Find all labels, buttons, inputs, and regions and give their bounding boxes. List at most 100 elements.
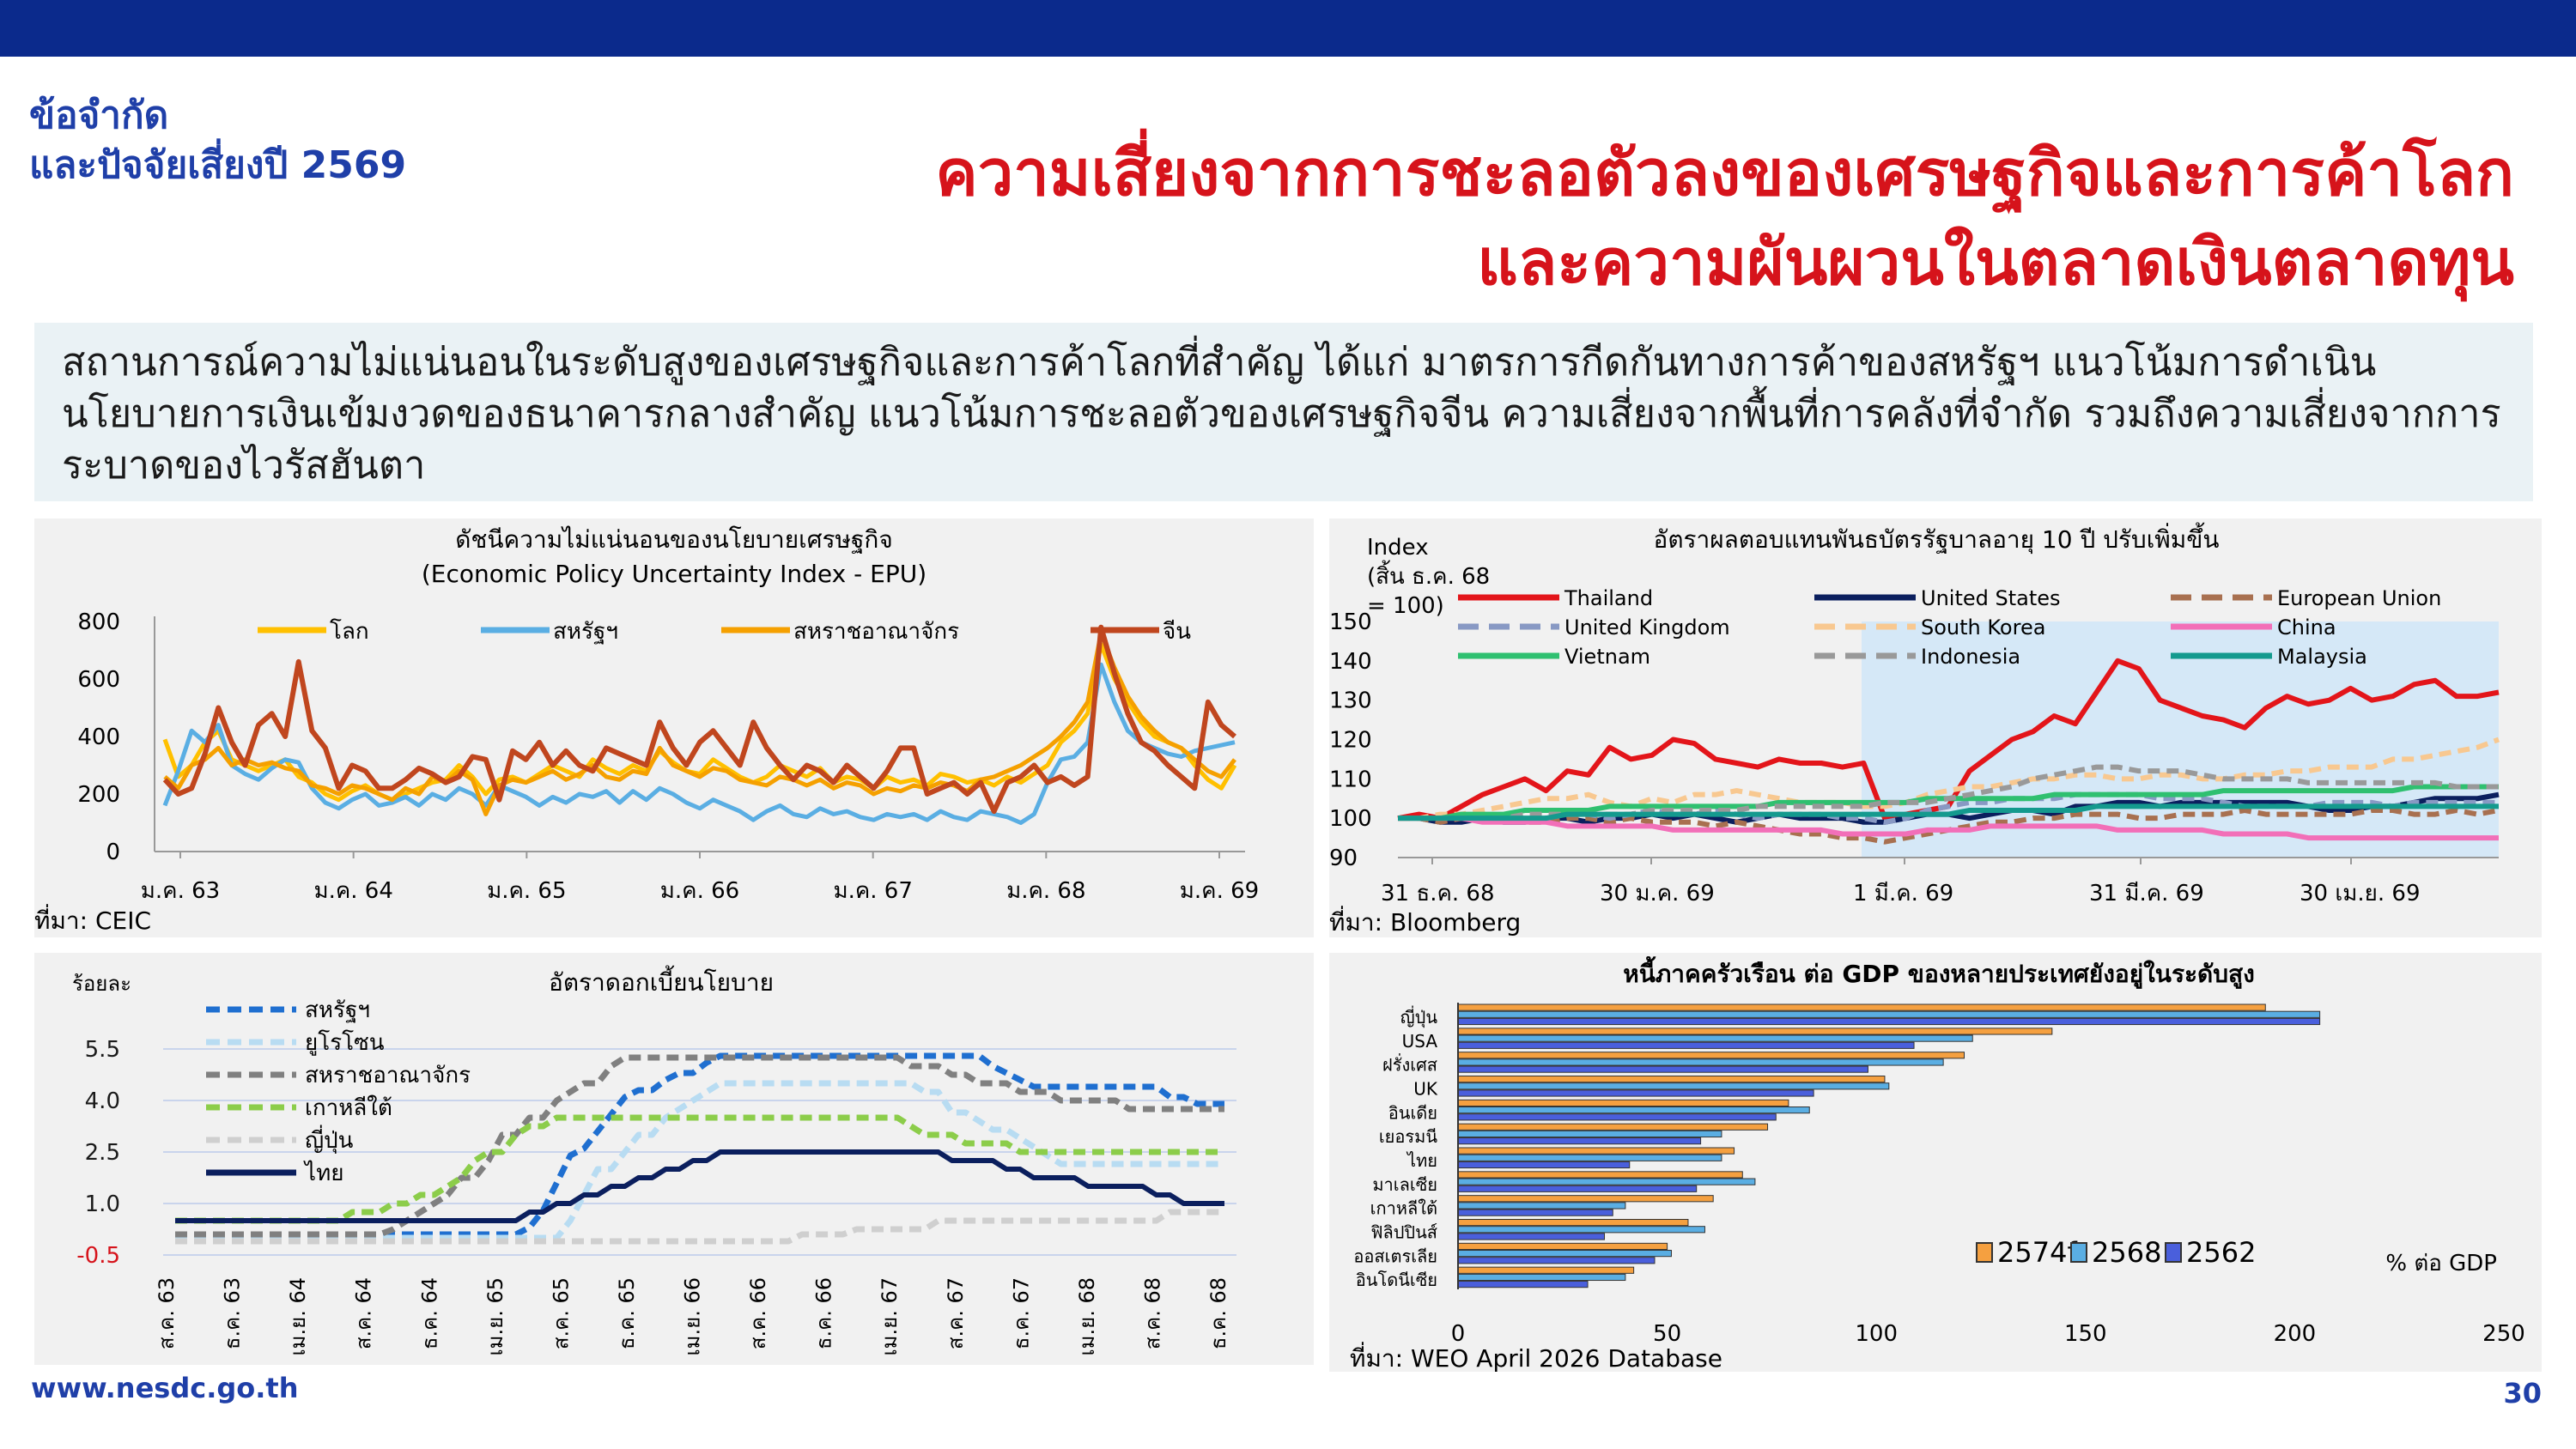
y-tick-label: 130 [1329, 688, 1372, 714]
legend-swatch [2165, 1242, 2182, 1263]
bar-2574f [1457, 1003, 2266, 1011]
bar-2574f [1457, 1028, 2053, 1035]
y-tick-label: 2.5 [85, 1140, 120, 1166]
legend-label: จีน [1163, 619, 1191, 645]
bar-2562 [1457, 1185, 1698, 1192]
bar-2562 [1457, 1161, 1631, 1169]
x-tick-label: ม.ค. 65 [487, 878, 566, 904]
bond-series-line-7 [1398, 764, 2499, 822]
x-tick-label: 200 [2274, 1321, 2317, 1347]
chart-source: ที่มา: Bloomberg [1329, 906, 1521, 937]
policy-series-line-2 [175, 1054, 1224, 1238]
legend-label: ไทย [303, 1160, 343, 1186]
legend-label: South Korea [1921, 615, 2045, 640]
bar-2568 [1457, 1010, 2321, 1018]
category-label: อินโดนีเซีย [1356, 1270, 1437, 1290]
y-tick-label: 600 [77, 667, 120, 693]
category-label: ญี่ปุ่น [1400, 1005, 1438, 1028]
bar-2562 [1457, 1041, 1915, 1049]
household-debt-chart: หนี้ภาคครัวเรือน ต่อ GDP ของหลายประเทศยั… [1350, 955, 2525, 1372]
bar-2562 [1457, 1209, 1613, 1216]
legend-label: สหรัฐฯ [305, 997, 370, 1023]
legend-label: Thailand [1564, 586, 1653, 610]
headline-line1: ความเสี่ยงจากการชะลอตัวลงของเศรษฐกิจและก… [935, 136, 2514, 210]
legend-label: สหราชอาณาจักร [305, 1063, 471, 1088]
y-tick-label: 4.0 [85, 1088, 120, 1114]
epu-chart-panel: ดัชนีความไม่แน่นอนของนโยบายเศรษฐกิจ (Econ… [34, 518, 1314, 937]
y-tick-label: 5.5 [85, 1037, 120, 1063]
x-tick-label: 31 มี.ค. 69 [2089, 881, 2204, 906]
bond-yield-chart: อัตราผลตอบแทนพันธบัตรรัฐบาลอายุ 10 ปี ปร… [1329, 522, 2500, 937]
x-tick-label: ธ.ค. 63 [221, 1277, 245, 1349]
chart-title: อัตราผลตอบแทนพันธบัตรรัฐบาลอายุ 10 ปี ปร… [1654, 522, 2220, 555]
x-tick-label: 0 [1451, 1321, 1466, 1347]
bond-series-line-5 [1398, 815, 2499, 841]
category-label: ฝรั่งเศส [1382, 1053, 1437, 1076]
y-tick-label: 0 [106, 840, 120, 865]
bar-2562 [1457, 1017, 2321, 1026]
bar-2562 [1457, 1137, 1702, 1145]
bar-2568 [1457, 1154, 1722, 1161]
legend-label: China [2277, 615, 2336, 640]
section-label: ข้อจำกัด และปัจจัยเสี่ยงปี 2569 [29, 91, 406, 191]
epu-series-line-1 [162, 662, 1236, 825]
y-tick-label: 150 [1329, 609, 1372, 635]
bar-2568 [1457, 1082, 1890, 1090]
category-label: อินเดีย [1388, 1102, 1437, 1123]
bar-2562 [1457, 1089, 1814, 1097]
bar-2574f [1457, 1266, 1635, 1274]
x-tick-label: ส.ค. 66 [746, 1277, 770, 1349]
x-tick-label: ม.ค. 69 [1180, 878, 1259, 904]
x-tick-label: เม.ย. 68 [1075, 1277, 1099, 1356]
policy-rate-chart: อัตราดอกเบี้ยนโยบาย ร้อยละ -0.5 1.0 2.5 4.0 5.… [72, 965, 1236, 1356]
x-tick-label: ธ.ค. 65 [615, 1277, 639, 1349]
bond-chart-panel: อัตราผลตอบแทนพันธบัตรรัฐบาลอายุ 10 ปี ปร… [1329, 518, 2542, 937]
y-tick-label: 400 [77, 724, 120, 750]
y-tick-label: 110 [1329, 767, 1372, 792]
bar-2568 [1457, 1202, 1626, 1210]
policy-series-line-4 [175, 1209, 1224, 1245]
x-tick-label: 30 ม.ค. 69 [1600, 881, 1715, 906]
chart-title: หนี้ภาคครัวเรือน ต่อ GDP ของหลายประเทศยั… [1623, 955, 2255, 989]
x-tick-label: 50 [1653, 1321, 1681, 1347]
legend-label: European Union [2277, 586, 2441, 610]
x-tick-label: เม.ย. 66 [681, 1277, 705, 1356]
chart-subtitle: (Economic Policy Uncertainty Index - EPU… [422, 560, 927, 588]
legend-label: ญี่ปุ่น [305, 1125, 354, 1154]
category-label: UK [1413, 1078, 1438, 1099]
bar-2568 [1457, 1106, 1810, 1114]
summary-text: สถานการณ์ความไม่แน่นอนในระดับสูงของเศรษฐ… [62, 339, 2501, 488]
y-tick-label: 100 [1329, 806, 1372, 832]
bar-2568 [1457, 1250, 1672, 1258]
footer-url[interactable]: www.nesdc.go.th [31, 1372, 299, 1404]
legend-label: United States [1921, 586, 2061, 610]
epu-series-line-2 [163, 630, 1236, 816]
category-label: เยอรมนี [1379, 1126, 1437, 1147]
legend-swatch [1976, 1242, 1993, 1263]
y-tick-label: 200 [77, 782, 120, 808]
category-label: ฟิลิปปินส์ [1370, 1222, 1437, 1242]
policy-series-line-1 [175, 1080, 1224, 1241]
bar-2574f [1457, 1219, 1689, 1227]
bar-2568 [1457, 1226, 1705, 1234]
x-tick-label: ส.ค. 64 [352, 1277, 376, 1349]
bar-2568 [1457, 1273, 1626, 1282]
legend-label: สหรัฐฯ [553, 619, 618, 645]
legend-label: 2574f [1997, 1236, 2077, 1269]
bar-2562 [1457, 1065, 1868, 1073]
bar-2574f [1457, 1147, 1735, 1155]
chart-source: ที่มา: WEO April 2026 Database [1350, 1342, 1722, 1372]
legend-label: ยูโรโซน [305, 1029, 385, 1056]
bar-2568 [1457, 1058, 1944, 1066]
slide-headline: ความเสี่ยงจากการชะลอตัวลงของเศรษฐกิจและก… [935, 129, 2514, 307]
bar-2574f [1457, 1242, 1668, 1251]
x-tick-label: ส.ค. 65 [549, 1277, 573, 1349]
legend-label: Indonesia [1921, 645, 2020, 669]
legend-swatch [2070, 1242, 2087, 1263]
y-axis-title: = 100) [1367, 593, 1444, 619]
y-tick-label: 90 [1329, 846, 1358, 871]
bond-series-line-8 [1398, 803, 2499, 822]
bar-2574f [1457, 1123, 1769, 1131]
policy-chart-panel: อัตราดอกเบี้ยนโยบาย ร้อยละ -0.5 1.0 2.5 4.0 5.… [34, 953, 1314, 1365]
x-tick-label: 100 [1855, 1321, 1898, 1347]
